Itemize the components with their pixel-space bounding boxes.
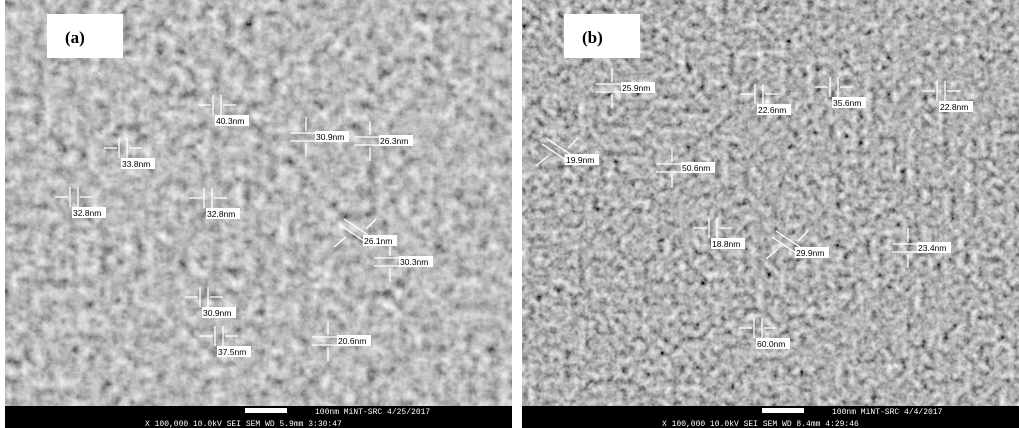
label-box [47, 14, 123, 58]
panel-label: (a) [65, 28, 85, 47]
measure-label: 22.8nm [940, 102, 968, 112]
panels: (a) 40.3nm 33.8nm 30.9nm 26.3nm 32.8nm 32.8nm 2… [5, 0, 1019, 428]
measure-label: 60.0nm [757, 339, 785, 349]
measure-label: 35.6nm [833, 98, 861, 108]
footer-line2: X 100,000 10.0kV SEI SEM WD 8.4mm 4:29:4… [662, 420, 859, 428]
footer-line1: 100nm MiNT-SRC 4/4/2017 [832, 408, 943, 417]
figure: (a) 40.3nm 33.8nm 30.9nm 26.3nm 32.8nm 32.8nm 2… [0, 0, 1019, 428]
measure-label: 30.3nm [400, 257, 428, 267]
scale-bar [762, 408, 804, 413]
measure-label: 22.6nm [758, 105, 786, 115]
measure-label: 30.9nm [203, 308, 231, 318]
measure-label: 29.9nm [796, 248, 824, 258]
measure-label: 32.8nm [73, 208, 101, 218]
measure-label: 20.6nm [338, 336, 366, 346]
scale-bar [245, 408, 287, 413]
measure-label: 33.8nm [122, 159, 150, 169]
sem-panel: (b) 25.9nm 22.6nm 35.6nm 22.8nm 19.9nm 50.6nm 1… [522, 0, 1019, 428]
measure-label: 50.6nm [682, 163, 710, 173]
measure-label: 40.3nm [216, 116, 244, 126]
measure-label: 26.1nm [364, 236, 392, 246]
measure-label: 30.9nm [316, 132, 344, 142]
measure-label: 18.8nm [712, 239, 740, 249]
measure-label: 32.8nm [207, 209, 235, 219]
measure-label: 25.9nm [622, 83, 650, 93]
panel-label: (b) [582, 28, 603, 47]
measure-label: 23.4nm [918, 243, 946, 253]
measure-label: 37.5nm [218, 347, 246, 357]
measure-label: 26.3nm [380, 136, 408, 146]
footer-line2: X 100,000 10.0kV SEI SEM WD 5.9mm 3:30:4… [145, 420, 342, 428]
sem-image [5, 0, 512, 406]
footer-line1: 100nm MiNT-SRC 4/25/2017 [315, 408, 430, 417]
measure-label: 19.9nm [566, 155, 594, 165]
sem-panel: (a) 40.3nm 33.8nm 30.9nm 26.3nm 32.8nm 32.8nm 2… [5, 0, 512, 428]
